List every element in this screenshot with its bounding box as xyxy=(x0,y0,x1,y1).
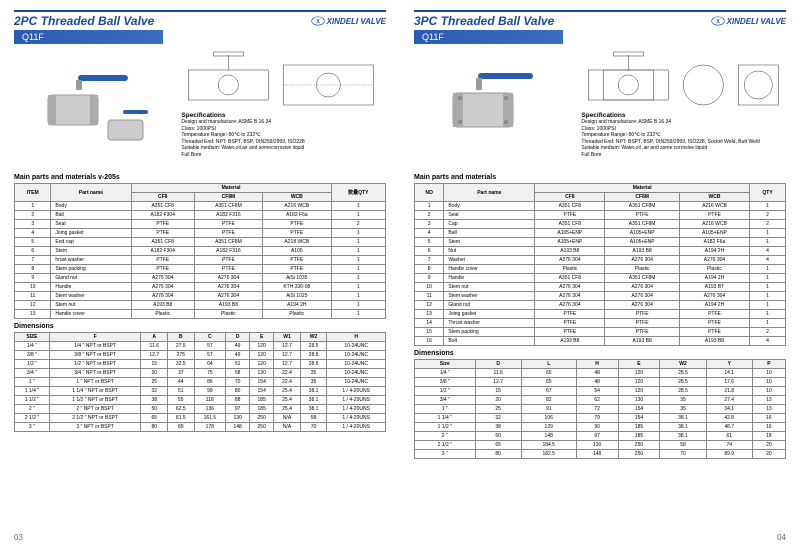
table-row: 2 "2 " NPT or BSPT5062.51369718525.438.1… xyxy=(15,405,386,414)
top-section: Specifications Design and manufacture: A… xyxy=(414,50,786,170)
table-row: 4BallA105+ENPA105+ENPA105+ENP1 xyxy=(415,229,786,238)
table-row: 1BodyA351 CF8A351 CF8MA216 WCB1 xyxy=(415,202,786,211)
top-section: Specifications Design and manufacture: A… xyxy=(14,50,386,170)
model-bar: Q11F xyxy=(14,30,163,44)
table-row: 1 1/4 "1 1/4 " NPT or BSPT3251998015425.… xyxy=(15,387,386,396)
table-row: 1/4 "1/4 " NPT or BSPT11.627.5574912012.… xyxy=(15,342,386,351)
table-row: 1BodyA351 CF8A351 CF8MA216 WCB1 xyxy=(15,202,386,211)
svg-text:X: X xyxy=(716,19,720,25)
spec-lines: Design and manufacture: ASME B 16.34Clas… xyxy=(181,119,386,158)
table-row: 11Stem washerA276 304A276 304A276 3041 xyxy=(415,292,786,301)
parts-table: ITEMPart nameMaterial数量QTYCF8CF8MWCB1Bod… xyxy=(14,183,386,319)
dimensions-table: SizeDLHEW2YP1/4 "11.6654812028.514.1103/… xyxy=(414,359,786,459)
table-row: 2 1/2 "65184.5130250587420 xyxy=(415,441,786,450)
dimensions-table: SIZEFABCDEW1W2H1/4 "1/4 " NPT or BSPT11.… xyxy=(14,332,386,432)
table-row: 3/4 "3/4 " NPT or BSPT2037755813022.4351… xyxy=(15,369,386,378)
dim-heading: Dimensions xyxy=(414,350,786,357)
page-number: 04 xyxy=(777,533,786,542)
table-row: 9HandleA351 CF8A351 CF8MA194 2H1 xyxy=(415,274,786,283)
table-row: 3SeatPTFEPTFEPTFE2 xyxy=(15,220,386,229)
spec-lines: Design and manufacture: ASME B 16.34Clas… xyxy=(581,119,786,158)
product-photo xyxy=(414,50,581,170)
table-row: 11Stem washerA276 304A276 304AiSi 10251 xyxy=(15,292,386,301)
page-left: 2PC Threaded Ball Valve X XINDELI VALVE … xyxy=(0,0,400,546)
table-row: 6StemA182 F304A182 F316A1051 xyxy=(15,247,386,256)
brand: X XINDELI VALVE xyxy=(311,16,386,26)
header-row: 3PC Threaded Ball Valve X XINDELI VALVE xyxy=(414,10,786,28)
spec-heading: Specifications xyxy=(181,112,386,119)
brand-logo-icon: X xyxy=(711,16,725,26)
table-row: 14Thrust washerPTFEPTFEPTFE1 xyxy=(415,319,786,328)
brand: X XINDELI VALVE xyxy=(711,16,786,26)
model-bar: Q11F xyxy=(414,30,563,44)
table-row: 4Joing gasketPTFEPTFEPTFE1 xyxy=(15,229,386,238)
page-number: 03 xyxy=(14,533,23,542)
brand-logo-icon: X xyxy=(311,16,325,26)
table-row: 3 "80182.51482507089.920 xyxy=(415,450,786,459)
diagram-spec: Specifications Design and manufacture: A… xyxy=(181,50,386,170)
table-row: 10Stem nutA276 304A276 304A193 BT1 xyxy=(415,283,786,292)
parts-heading: Main parts and materials v-205s xyxy=(14,174,386,181)
page-title: 2PC Threaded Ball Valve xyxy=(14,14,154,28)
table-row: 3CapA351 CF8A351 CF8MA216 WCB2 xyxy=(415,220,786,229)
table-row: 1/2 "15675412028.521.810 xyxy=(415,387,786,396)
table-row: 10HandleA276 304A276 304KTH 330-081 xyxy=(15,283,386,292)
table-row: 1/4 "11.6654812028.514.110 xyxy=(415,369,786,378)
table-row: 1 1/4 "321067915438.142.816 xyxy=(415,414,786,423)
table-row: 6NutA193 B8A193 B8A194 2H4 xyxy=(415,247,786,256)
header-row: 2PC Threaded Ball Valve X XINDELI VALVE xyxy=(14,10,386,28)
table-row: 13Joing gasketPTFEPTFEPTFE1 xyxy=(415,310,786,319)
tech-diagram-icon xyxy=(181,50,386,110)
table-row: 2SeatPTFEPTFEPTFE2 xyxy=(415,211,786,220)
table-row: 2BallA182 F304A182 F316A182 F6a1 xyxy=(15,211,386,220)
parts-heading: Main parts and materials xyxy=(414,174,786,181)
valve-photo-icon xyxy=(38,65,158,155)
table-row: 8Handle coverPlasticPlasticPlastic1 xyxy=(415,265,786,274)
tech-diagram-icon xyxy=(581,50,786,110)
table-row: 5StemA105+ENPA105+ENPA182 F6a1 xyxy=(415,238,786,247)
table-row: 13Handle coverPlasticPlasticPlastic1 xyxy=(15,310,386,319)
svg-text:X: X xyxy=(316,19,320,25)
valve-photo-icon xyxy=(438,65,558,155)
parts-table: NOPart nameMaterialQTYCF8CF8MWCB1BodyA35… xyxy=(414,183,786,346)
table-row: 8Stem packingPTFEPTFEPTFE1 xyxy=(15,265,386,274)
table-row: 12Gland nutA276 304A276 304A194 2H1 xyxy=(415,301,786,310)
brand-text: XINDELI VALVE xyxy=(327,17,386,26)
table-row: 3/4 "2082621303527.413 xyxy=(415,396,786,405)
page-right: 3PC Threaded Ball Valve X XINDELI VALVE … xyxy=(400,0,800,546)
table-row: 15Stem packingPTFEPTFEPTFE2 xyxy=(415,328,786,337)
table-row: 12Stem nutA193 B8A193 B8A194 2H1 xyxy=(15,301,386,310)
table-row: 7hrust washerPTFEPTFEPTFE1 xyxy=(15,256,386,265)
brand-text: XINDELI VALVE xyxy=(727,17,786,26)
page-title: 3PC Threaded Ball Valve xyxy=(414,14,554,28)
dim-heading: Dimensions xyxy=(14,323,386,330)
table-row: 3/8 "12.7654812028.517.610 xyxy=(415,378,786,387)
table-row: 3 "3 " NPT or BSPT8089178148250N/A701 / … xyxy=(15,423,386,432)
table-row: 16BoltA193 B8A193 B8A193 B84 xyxy=(415,337,786,346)
spec-heading: Specifications xyxy=(581,112,786,119)
table-row: 1 "2591721543534.113 xyxy=(415,405,786,414)
table-row: 3/8 "3/8 " NPT or BSPT12.7275574912012.7… xyxy=(15,351,386,360)
table-row: 1 1/2 "1 1/2 " NPT or BSPT38551188818525… xyxy=(15,396,386,405)
table-row: 5End capA351 CF8A351 CF8MA218 WCB1 xyxy=(15,238,386,247)
table-row: 2 1/2 "2 1/2 " NPT or BSPT6581.5161.5130… xyxy=(15,414,386,423)
product-photo xyxy=(14,50,181,170)
table-row: 9Gland nutA276 304A276 304AiSi 10351 xyxy=(15,274,386,283)
diagram-spec: Specifications Design and manufacture: A… xyxy=(581,50,786,170)
table-row: 1 "1 " NPT or BSPT2544867015422.43510-24… xyxy=(15,378,386,387)
table-row: 2 "501489718538.16118 xyxy=(415,432,786,441)
table-row: 7WasherA276 304A276 304A276 3044 xyxy=(415,256,786,265)
table-row: 1 1/2 "381299018538.148.716 xyxy=(415,423,786,432)
table-row: 1/2 "1/2 " NPT or BSPT1532.5645112012.72… xyxy=(15,360,386,369)
